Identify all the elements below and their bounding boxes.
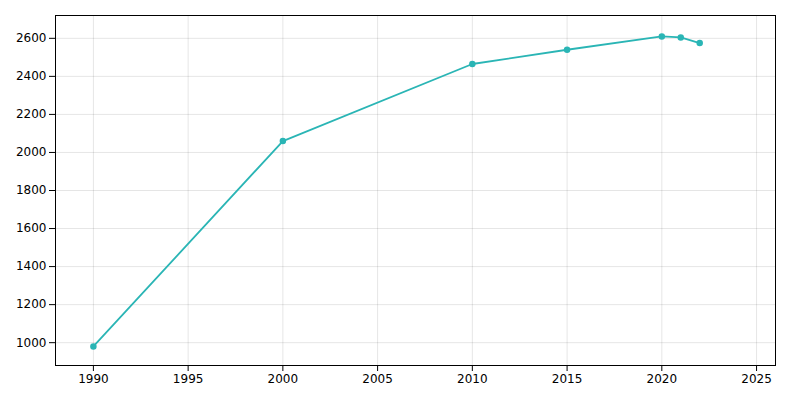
svg-text:1995: 1995	[173, 372, 204, 386]
svg-text:2000: 2000	[268, 372, 299, 386]
svg-text:2010: 2010	[457, 372, 488, 386]
svg-text:2600: 2600	[16, 31, 47, 45]
svg-text:2400: 2400	[16, 69, 47, 83]
svg-text:2000: 2000	[16, 145, 47, 159]
svg-text:1800: 1800	[16, 183, 47, 197]
svg-text:2025: 2025	[741, 372, 772, 386]
svg-text:2015: 2015	[552, 372, 583, 386]
svg-text:2005: 2005	[362, 372, 393, 386]
svg-text:2020: 2020	[647, 372, 678, 386]
svg-text:1000: 1000	[16, 336, 47, 350]
svg-text:1400: 1400	[16, 259, 47, 273]
svg-text:1990: 1990	[78, 372, 109, 386]
svg-text:2200: 2200	[16, 107, 47, 121]
svg-text:1200: 1200	[16, 297, 47, 311]
svg-text:1600: 1600	[16, 221, 47, 235]
